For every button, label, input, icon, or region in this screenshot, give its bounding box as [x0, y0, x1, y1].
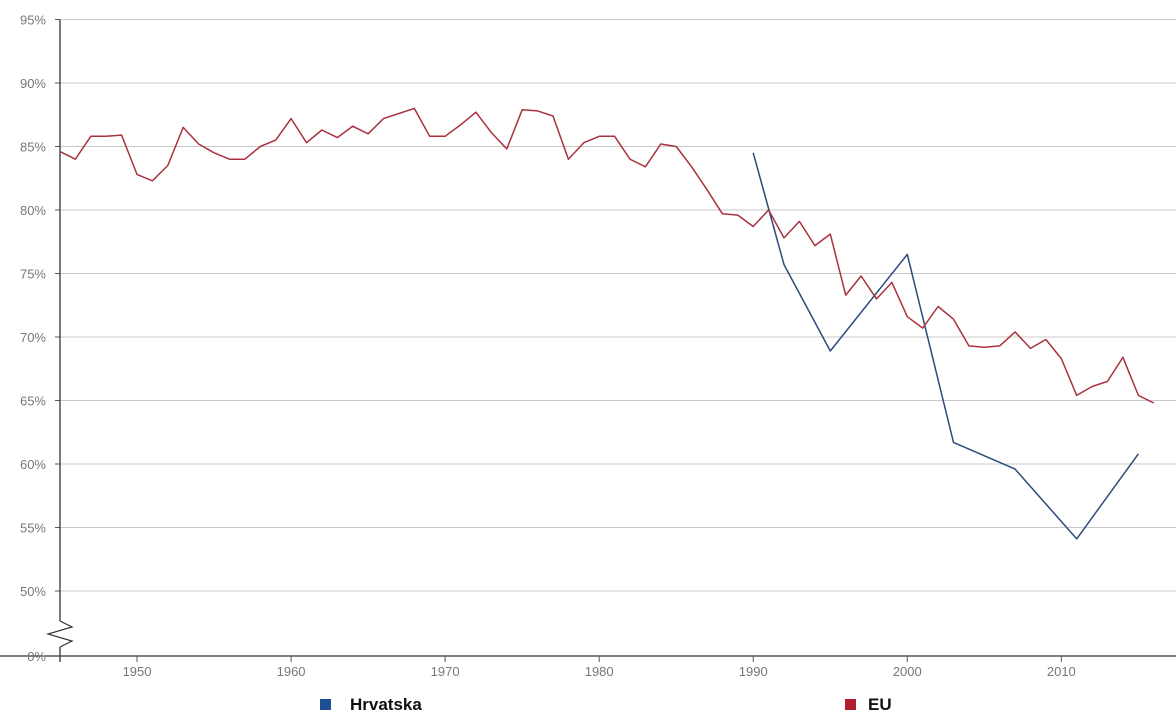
y-tick-label: 55% [20, 521, 46, 536]
legend-label-eu: EU [868, 695, 892, 713]
x-tick-label: 1990 [739, 664, 768, 679]
x-tick-label: 1960 [277, 664, 306, 679]
gridlines [60, 19, 1176, 592]
legend-swatch-hrvatska [320, 699, 331, 710]
x-tick-label: 1980 [585, 664, 614, 679]
x-tick-label: 1950 [123, 664, 152, 679]
x-tick-label: 2010 [1047, 664, 1076, 679]
y-tick-label: 90% [20, 76, 46, 91]
x-tick-label: 1970 [431, 664, 460, 679]
legend-label-hrvatska: Hrvatska [350, 695, 422, 713]
x-tick-label: 2000 [893, 664, 922, 679]
y-axis-break [45, 620, 74, 648]
y-tick-labels: 95% 90% 85% 80% 75% 70% 65% 60% 55% 50% 0% [20, 13, 46, 665]
legend: Hrvatska EU [320, 695, 892, 713]
y-tick-label: 70% [20, 330, 46, 345]
y-tick-label: 0% [27, 649, 46, 664]
y-tick-label: 85% [20, 140, 46, 155]
legend-swatch-eu [845, 699, 856, 710]
x-tick-labels: 1950 1960 1970 1980 1990 2000 2010 [123, 664, 1076, 679]
series-line-eu [59, 107, 1155, 404]
y-tick-label: 60% [20, 457, 46, 472]
y-tick-label: 65% [20, 394, 46, 409]
y-tick-label: 50% [20, 584, 46, 599]
series-lines [59, 107, 1155, 540]
y-tick-label: 80% [20, 203, 46, 218]
y-tick-label: 75% [20, 267, 46, 282]
axes [0, 19, 1176, 662]
y-tick-label: 95% [20, 13, 46, 28]
series-line-hrvatska [752, 152, 1140, 540]
